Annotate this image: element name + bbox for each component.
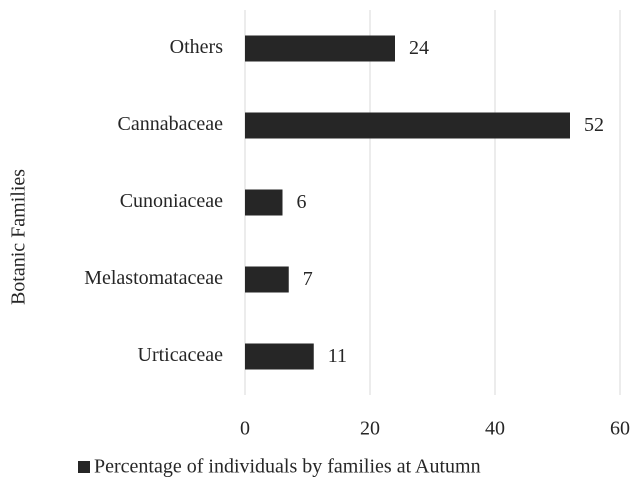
x-tick-label: 40: [485, 418, 505, 440]
bar: [245, 112, 570, 139]
x-tick-label: 60: [610, 418, 630, 440]
legend-label: Percentage of individuals by families at…: [94, 456, 481, 478]
y-tick-label: Urticaceae: [138, 344, 224, 366]
y-tick-label: Cunoniaceae: [120, 190, 223, 212]
bar: [245, 266, 289, 293]
data-label: 11: [328, 345, 347, 367]
y-tick-label: Others: [170, 36, 224, 58]
x-tick-label: 20: [360, 418, 380, 440]
y-tick-label: Cannabaceae: [118, 113, 224, 135]
data-label: 7: [303, 268, 313, 290]
data-label: 24: [409, 37, 429, 59]
data-label: 52: [584, 114, 604, 136]
y-tick-label: Melastomataceae: [84, 267, 223, 289]
bar: [245, 189, 283, 216]
bar: [245, 35, 395, 62]
legend-marker: [78, 461, 90, 473]
bar: [245, 343, 314, 370]
data-label: 6: [297, 191, 307, 213]
y-axis-label: Botanic Families: [8, 169, 30, 305]
x-tick-label: 0: [240, 418, 250, 440]
